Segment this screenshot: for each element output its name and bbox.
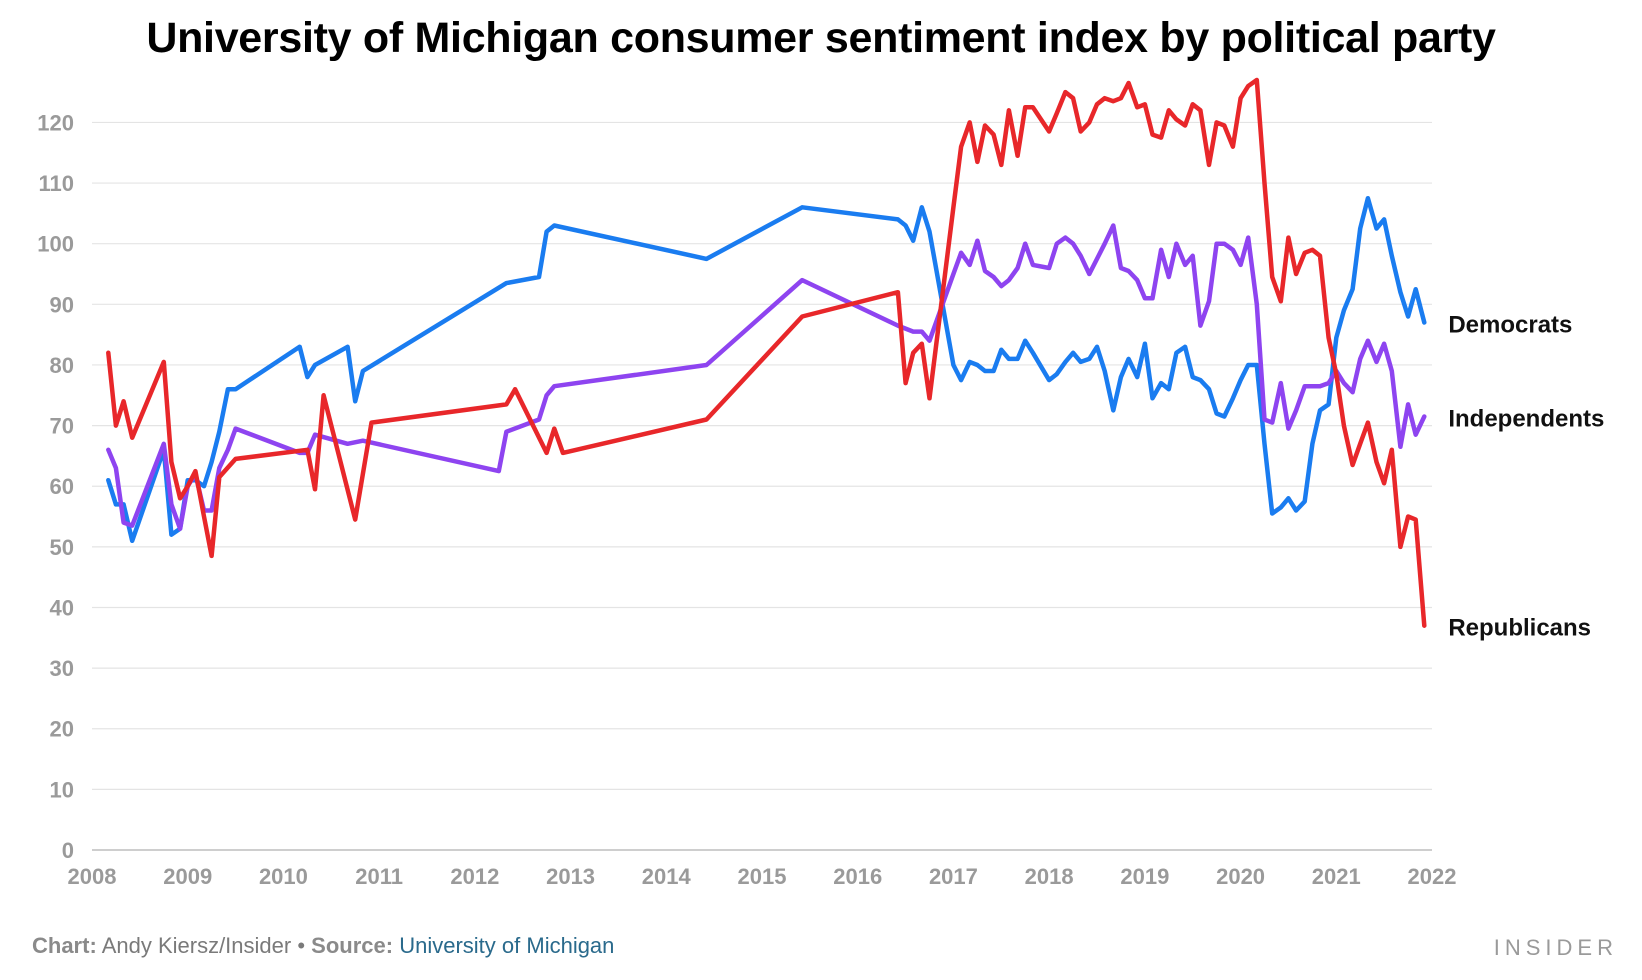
y-tick-label: 30	[50, 656, 74, 681]
series-line-democrats	[106, 195, 1427, 544]
y-tick-label: 60	[50, 474, 74, 499]
y-tick-label: 70	[50, 414, 74, 439]
source-label: Source:	[311, 933, 394, 958]
y-tick-label: 10	[50, 777, 74, 802]
y-tick-label: 90	[50, 292, 74, 317]
chart-credits: Chart: Andy Kiersz/Insider • Source: Uni…	[32, 933, 614, 959]
series-labels: Democrats Independents Republicans	[1448, 312, 1604, 642]
x-tick-label: 2011	[355, 864, 403, 889]
series-line-republicans	[106, 77, 1427, 628]
series-label-independents: Independents	[1448, 405, 1604, 432]
gridlines	[92, 121, 1432, 851]
chart-credit-author: Andy Kiersz/Insider	[101, 933, 292, 958]
y-tick-label: 20	[50, 717, 74, 742]
x-tick-label: 2012	[450, 864, 499, 889]
x-tick-label: 2021	[1312, 864, 1361, 889]
x-tick-label: 2016	[833, 864, 882, 889]
y-tick-label: 110	[39, 171, 75, 196]
x-tick-label: 2015	[738, 864, 787, 889]
y-axis-ticks: 0 10 20 30 40 50 60 70 80 90 100 110 120	[37, 110, 74, 863]
y-tick-label: 100	[37, 232, 74, 257]
chart-title: University of Michigan consumer sentimen…	[146, 14, 1496, 62]
series-lines	[106, 77, 1427, 628]
chart-credit-label: Chart:	[32, 933, 97, 958]
y-tick-label: 80	[50, 353, 74, 378]
x-axis-ticks: 2008 2009 2010 2011 2012 2013 2014 2015 2016 2017…	[68, 864, 1457, 889]
series-label-democrats: Democrats	[1448, 312, 1572, 339]
y-tick-label: 120	[37, 110, 74, 135]
credit-separator: •	[297, 933, 306, 958]
source-name[interactable]: University of Michigan	[399, 933, 615, 958]
series-label-republicans: Republicans	[1448, 615, 1591, 642]
x-tick-label: 2020	[1216, 864, 1265, 889]
x-tick-label: 2013	[546, 864, 595, 889]
insider-logo: INSIDER	[1493, 935, 1618, 960]
line-chart: 0 10 20 30 40 50 60 70 80 90 100 110 120 2008 2009 201…	[37, 77, 1604, 889]
y-tick-label: 40	[50, 595, 74, 620]
x-tick-label: 2009	[163, 864, 212, 889]
x-tick-label: 2019	[1120, 864, 1169, 889]
y-tick-label: 0	[62, 838, 74, 863]
x-tick-label: 2014	[642, 864, 692, 889]
x-tick-label: 2010	[259, 864, 308, 889]
x-tick-label: 2017	[929, 864, 978, 889]
series-line-independents	[106, 223, 1427, 531]
x-tick-label: 2022	[1408, 864, 1457, 889]
y-tick-label: 50	[50, 535, 74, 560]
x-tick-label: 2008	[68, 864, 117, 889]
x-tick-label: 2018	[1025, 864, 1074, 889]
